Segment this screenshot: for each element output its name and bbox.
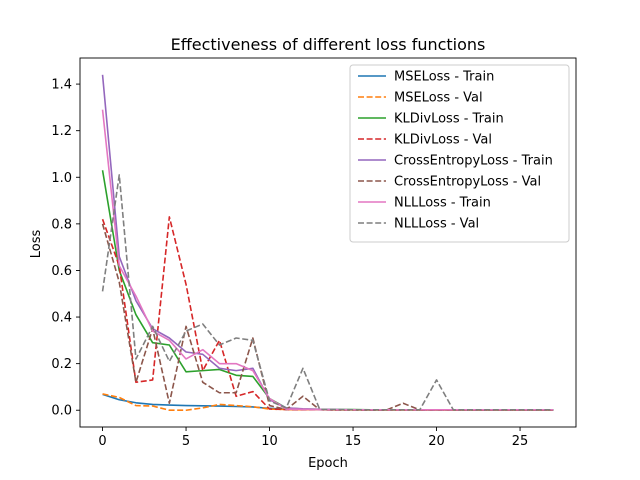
x-tick-label-2: 10 bbox=[261, 434, 278, 449]
y-tick-label-0: 0.0 bbox=[51, 404, 72, 419]
y-tick-label-3: 0.6 bbox=[51, 264, 72, 279]
legend-label-3: KLDivLoss - Val bbox=[394, 133, 492, 148]
legend-label-4: CrossEntropyLoss - Train bbox=[394, 154, 553, 169]
y-tick-label-6: 1.2 bbox=[51, 124, 72, 139]
legend-box bbox=[349, 64, 570, 243]
axes: 0 5 10 15 20 25 0.0 0.2 0.4 0.6 0.8 1.0 1.2 1.4 bbox=[51, 57, 577, 449]
x-axis-label: Epoch bbox=[308, 456, 348, 471]
legend-label-1: MSELoss - Val bbox=[394, 91, 483, 106]
legend-label-6: NLLLoss - Train bbox=[394, 196, 491, 211]
y-tick-label-1: 0.2 bbox=[51, 357, 72, 372]
legend: MSELoss - Train MSELoss - Val KLDivLoss - … bbox=[349, 64, 570, 243]
y-tick-label-7: 1.4 bbox=[51, 78, 72, 93]
y-tick-label-4: 0.8 bbox=[51, 217, 72, 232]
series-line-7 bbox=[101, 174, 554, 411]
y-tick-label-5: 1.0 bbox=[51, 171, 72, 186]
legend-label-2: KLDivLoss - Train bbox=[394, 112, 504, 127]
legend-label-0: MSELoss - Train bbox=[394, 70, 494, 85]
x-tick-label-5: 25 bbox=[512, 434, 529, 449]
chart-title: Effectiveness of different loss function… bbox=[171, 35, 486, 54]
legend-label-7: NLLLoss - Val bbox=[394, 217, 479, 232]
x-tick-label-1: 5 bbox=[182, 434, 190, 449]
axes-frame bbox=[79, 57, 577, 428]
x-tick-label-3: 15 bbox=[345, 434, 362, 449]
x-tick-label-0: 0 bbox=[98, 434, 106, 449]
x-tick-label-4: 20 bbox=[428, 434, 445, 449]
y-axis-label: Loss bbox=[29, 230, 44, 259]
legend-label-5: CrossEntropyLoss - Val bbox=[394, 175, 541, 190]
y-tick-label-2: 0.4 bbox=[51, 311, 72, 326]
plot-area bbox=[101, 74, 554, 412]
